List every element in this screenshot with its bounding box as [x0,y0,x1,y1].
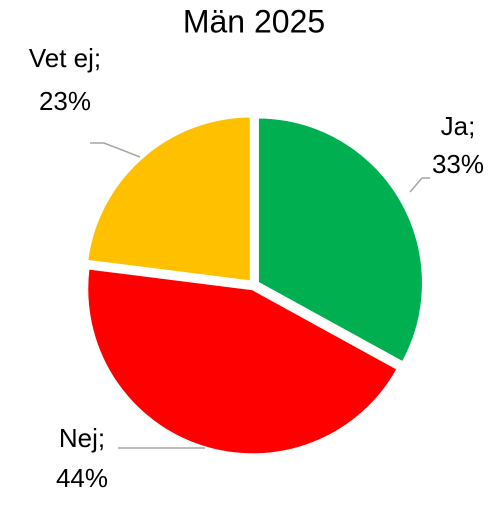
category-label: Nej; [59,423,105,453]
pie-slice [255,115,425,365]
value-label: 23% [39,86,91,116]
pie-slice [85,266,401,457]
chart-title: Män 2025 [183,3,325,39]
category-label: Ja; [441,111,476,141]
leader-line [409,177,430,193]
category-label: Vet ej; [29,43,101,73]
leader-line [90,142,141,158]
value-label: 33% [432,149,484,179]
value-label: 44% [56,463,108,493]
pie-slice [84,114,253,284]
